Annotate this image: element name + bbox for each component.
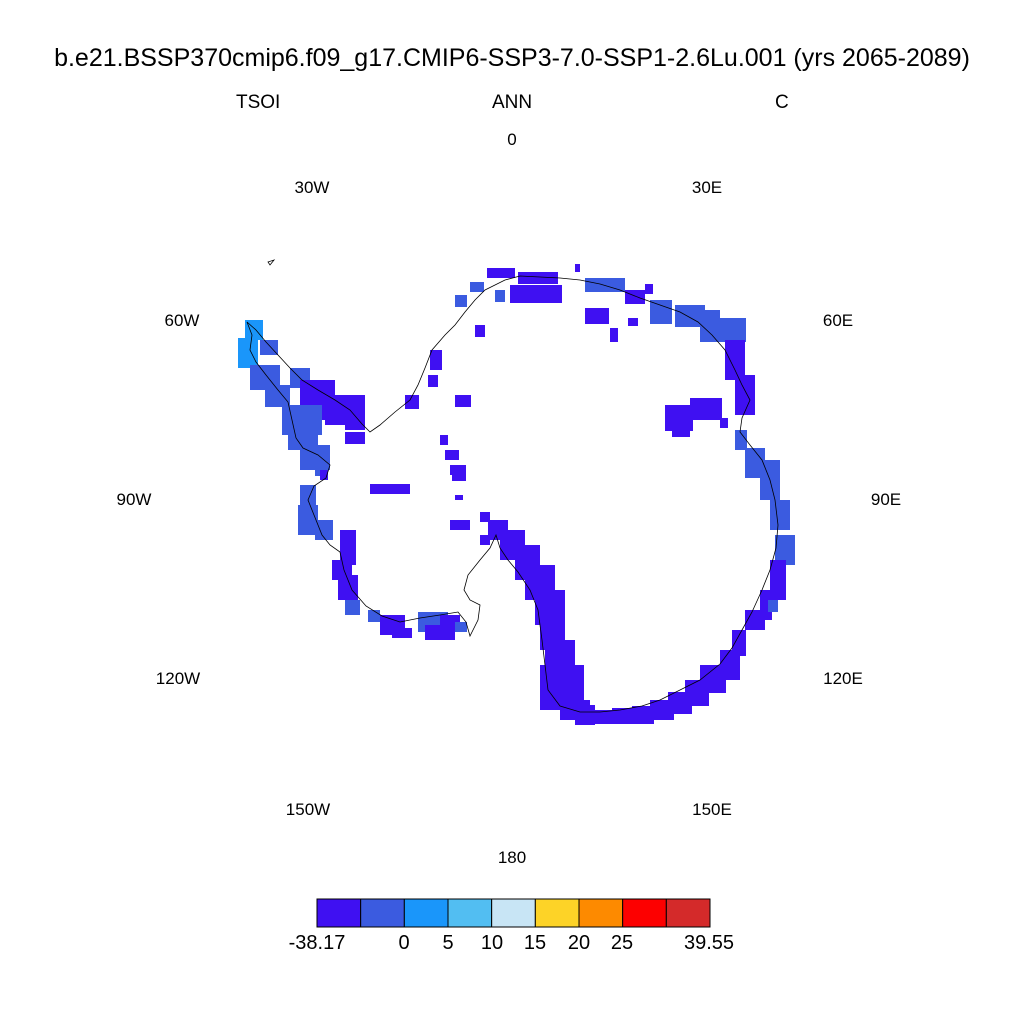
lon-label-90w: 90W: [117, 490, 152, 509]
colorbar-label-10: 10: [480, 932, 504, 954]
lon-label-90e: 90E: [871, 490, 901, 509]
lon-label-180: 180: [498, 848, 526, 867]
lon-label-150e: 150E: [692, 800, 732, 819]
lon-label-60w: 60W: [165, 311, 200, 330]
lon-label-120e: 120E: [823, 669, 863, 688]
lon-label-120w: 120W: [156, 669, 200, 688]
colorbar-label-max: 39.55: [683, 932, 735, 954]
colorbar-label-min: -38.17: [288, 932, 346, 954]
season-label: ANN: [491, 92, 533, 113]
colorbar-label-15: 15: [523, 932, 547, 954]
colorbar-label-20: 20: [567, 932, 591, 954]
lon-label-30w: 30W: [295, 178, 330, 197]
data-cells: [238, 264, 795, 725]
colorbar-label-5: 5: [442, 932, 454, 954]
lon-label-60e: 60E: [823, 311, 853, 330]
plot-title: b.e21.BSSP370cmip6.f09_g17.CMIP6-SSP3-7.…: [54, 44, 970, 72]
lon-label-30e: 30E: [692, 178, 722, 197]
units-label: C: [775, 92, 789, 113]
lon-label-150w: 150W: [286, 800, 330, 819]
lon-label-0: 0: [507, 130, 516, 149]
colorbar-label-0: 0: [398, 932, 410, 954]
variable-label: TSOI: [236, 92, 281, 113]
longitude-labels: 0 30E 60E 90E 120E 150E 180 150W 120W 90…: [117, 130, 902, 867]
coastline: [246, 259, 779, 713]
colorbar-label-25: 25: [610, 932, 634, 954]
